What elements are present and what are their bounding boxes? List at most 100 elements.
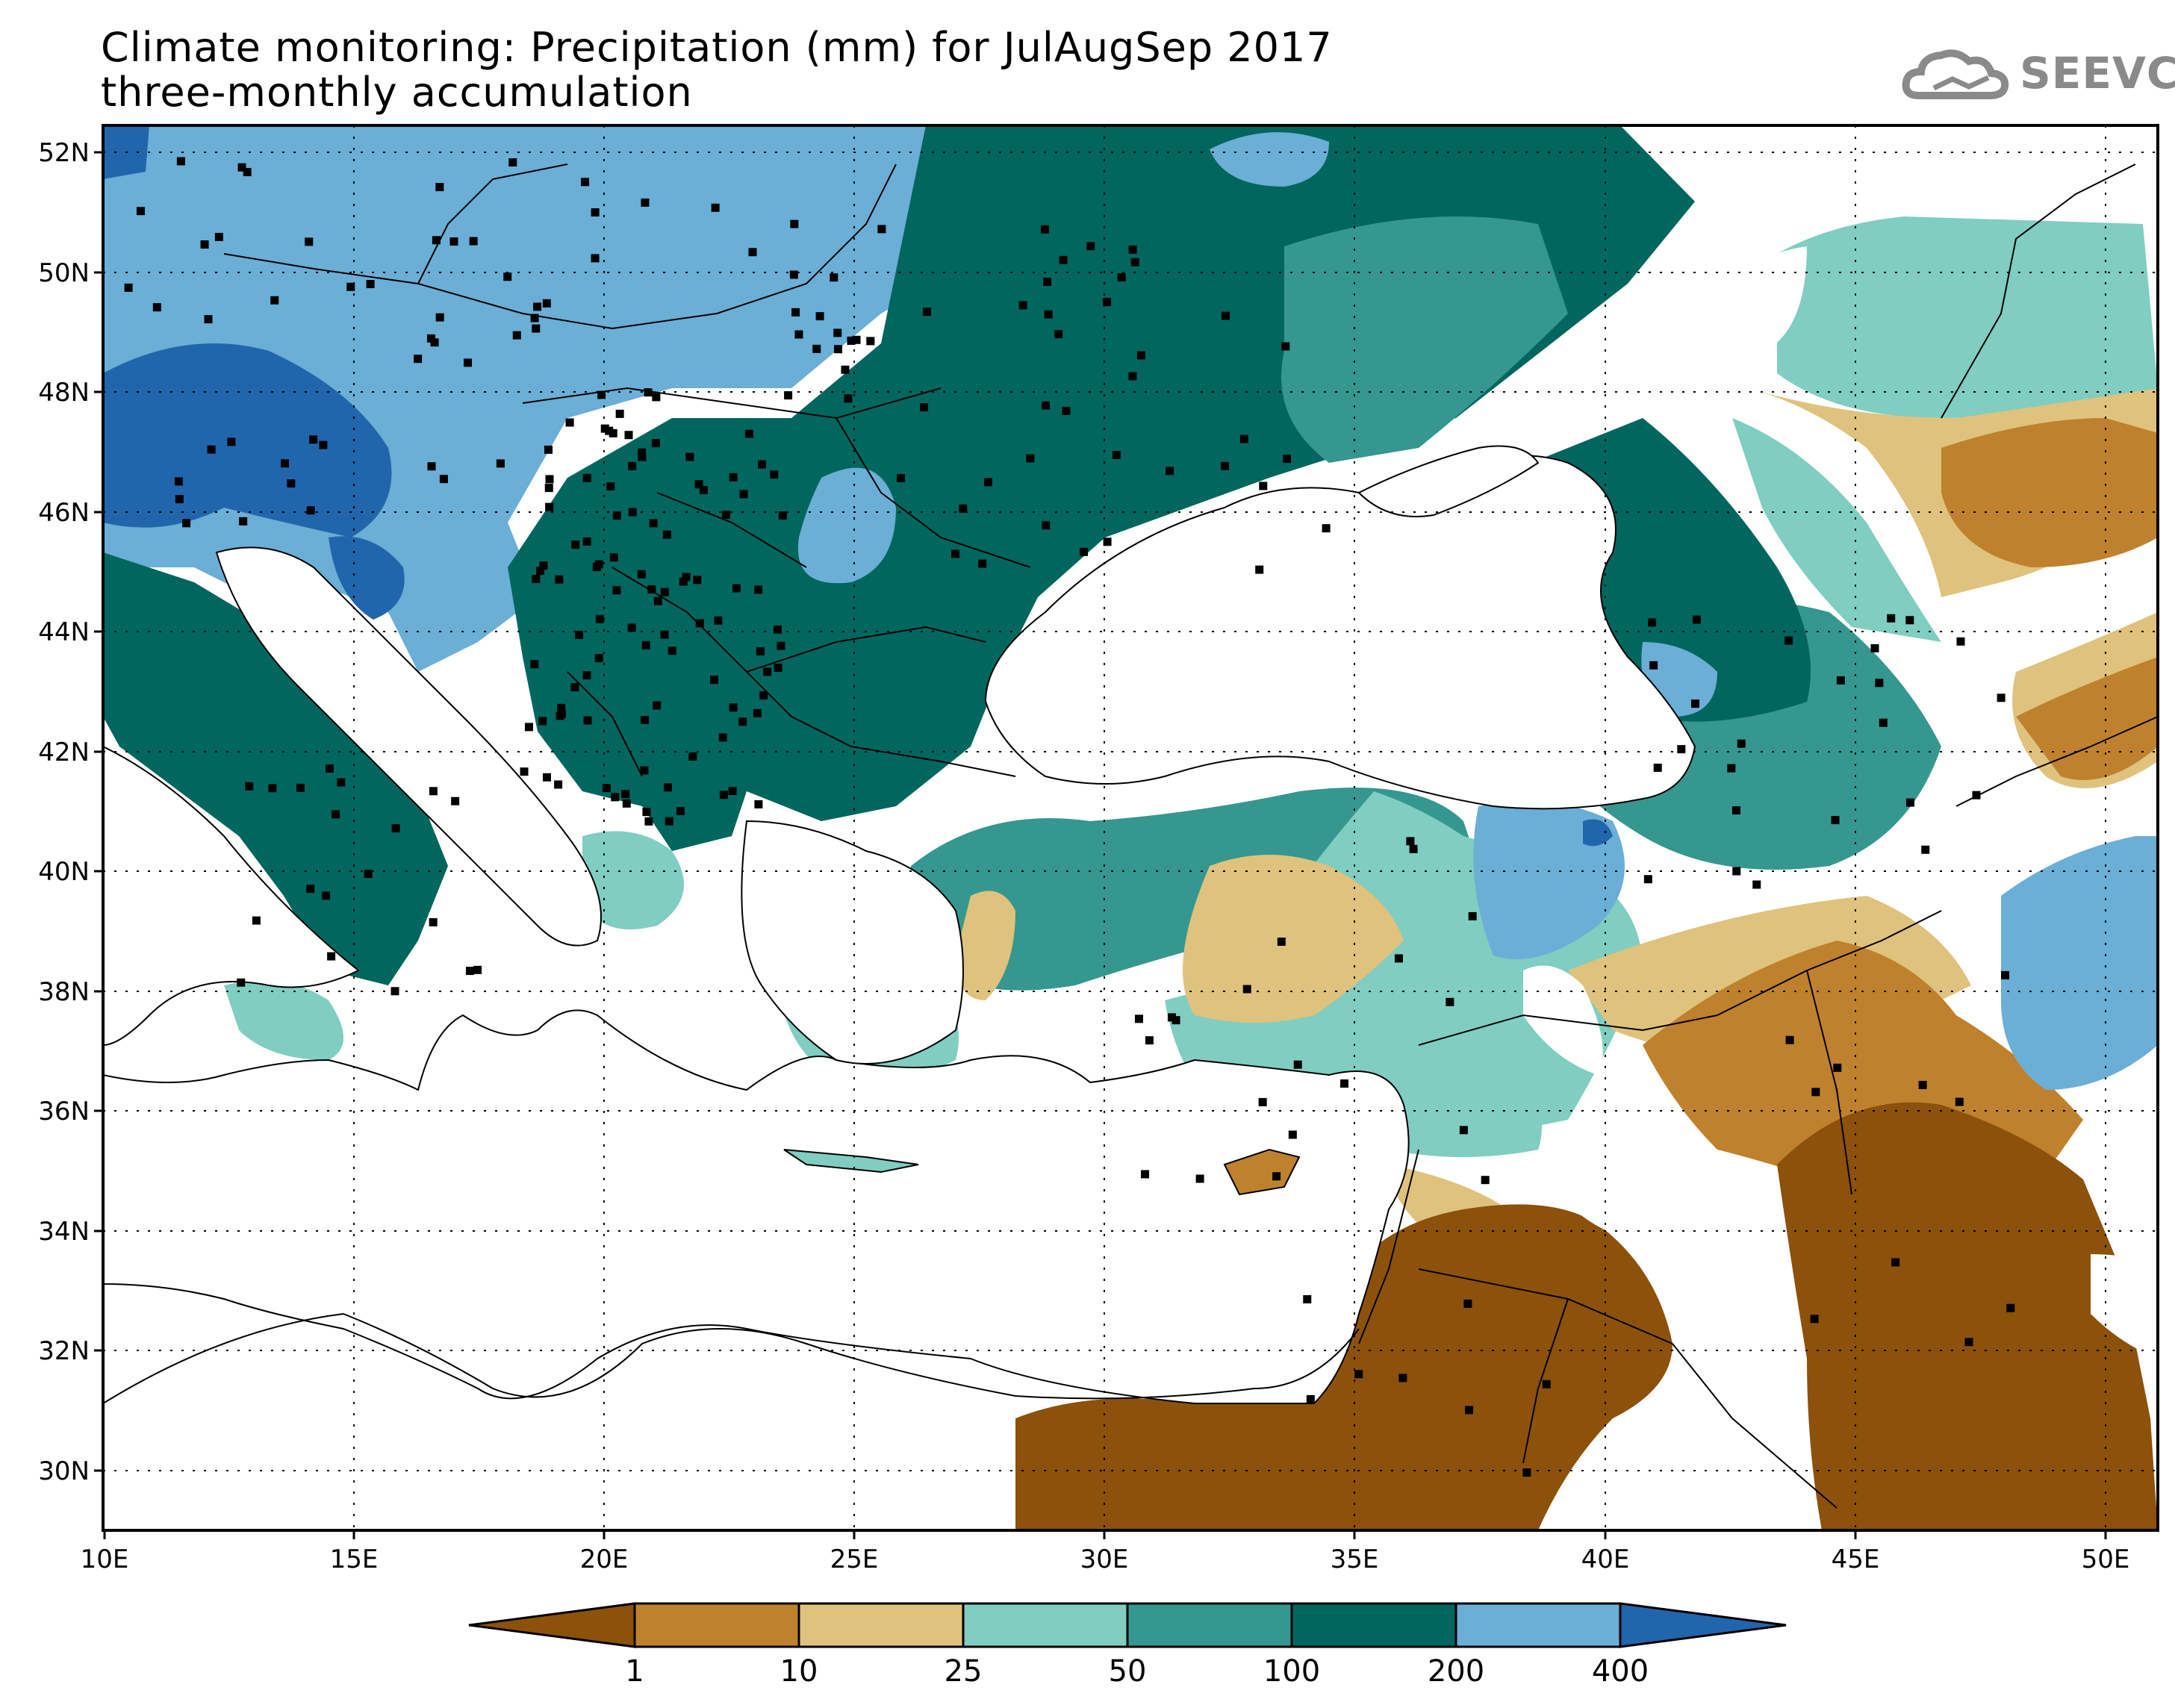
station-marker <box>239 517 248 526</box>
lon-axis: 10E 15E 20E 25E 30E 35E 40E 45E 50E <box>81 1530 2129 1574</box>
station-marker <box>270 296 279 305</box>
lat-label-32n: 32N <box>38 1336 90 1366</box>
station-marker <box>1103 298 1112 307</box>
station-marker <box>612 586 621 595</box>
cyprus-island <box>1223 1148 1301 1196</box>
station-marker <box>207 445 216 454</box>
station-marker <box>1059 255 1068 264</box>
lon-label-30e: 30E <box>1080 1545 1129 1574</box>
station-marker <box>580 178 589 187</box>
station-marker <box>595 614 604 623</box>
precip-zone-blue-east <box>1473 642 2158 1090</box>
station-markers <box>124 157 2015 1477</box>
station-marker <box>638 448 647 457</box>
station-marker <box>1446 997 1454 1006</box>
station-marker <box>306 885 315 894</box>
station-marker <box>852 335 861 344</box>
station-marker <box>978 559 987 568</box>
station-marker <box>1737 739 1746 748</box>
station-marker <box>1810 1315 1819 1324</box>
seevccc-logo: SEEVCCC <box>1900 43 2175 103</box>
station-marker <box>1649 661 1658 670</box>
station-marker <box>1258 1097 1267 1106</box>
station-marker <box>663 783 672 792</box>
station-marker <box>1080 547 1089 556</box>
mediterranean-sea <box>103 1009 1410 1405</box>
station-marker <box>512 331 521 340</box>
station-marker <box>1891 1258 1900 1267</box>
station-marker <box>693 576 702 585</box>
station-marker <box>530 314 539 322</box>
lon-label-25e: 25E <box>830 1545 879 1574</box>
lon-label-35e: 35E <box>1331 1545 1379 1574</box>
station-marker <box>451 797 460 805</box>
station-marker <box>1394 954 1403 963</box>
station-marker <box>508 158 517 167</box>
station-marker <box>611 793 620 802</box>
station-marker <box>1277 937 1286 946</box>
precip-zone-sky-pool <box>797 132 1329 584</box>
lat-label-50n: 50N <box>38 258 90 288</box>
lat-label-42n: 42N <box>38 738 90 767</box>
station-marker <box>602 784 611 793</box>
station-marker <box>1875 679 1884 688</box>
station-marker <box>1459 1126 1468 1135</box>
station-marker <box>774 663 782 672</box>
station-marker <box>841 365 850 374</box>
station-marker <box>306 506 315 515</box>
station-marker <box>1406 837 1415 846</box>
lon-label-10e: 10E <box>81 1545 129 1574</box>
station-marker <box>237 163 246 172</box>
station-marker <box>1086 242 1095 251</box>
station-marker <box>545 502 554 511</box>
station-marker <box>1043 278 1052 287</box>
station-marker <box>1283 455 1292 464</box>
station-marker <box>204 315 213 324</box>
station-marker <box>1293 1060 1302 1069</box>
station-marker <box>1732 867 1741 876</box>
station-marker <box>439 475 448 484</box>
lat-label-44n: 44N <box>38 617 90 647</box>
station-marker <box>237 978 246 987</box>
station-marker <box>653 701 662 710</box>
station-marker <box>834 345 843 354</box>
crete-island <box>783 1149 919 1174</box>
precip-zone-dark-blue <box>103 125 405 620</box>
station-marker <box>830 273 838 282</box>
station-marker <box>662 530 671 539</box>
station-marker <box>539 561 548 570</box>
station-marker <box>182 519 191 528</box>
title-line-1: Climate monitoring: Precipitation (mm) f… <box>101 24 1333 71</box>
station-marker <box>728 786 737 795</box>
station-marker <box>1643 875 1652 884</box>
station-marker <box>532 324 541 333</box>
station-marker <box>245 782 254 791</box>
station-marker <box>1171 1016 1180 1025</box>
station-marker <box>1727 764 1736 773</box>
station-marker <box>744 429 753 438</box>
station-marker <box>296 783 305 792</box>
station-marker <box>1752 880 1761 889</box>
station-marker <box>124 283 133 292</box>
station-marker <box>1128 372 1137 381</box>
colorbar-box <box>962 1602 1129 1648</box>
station-marker <box>175 495 184 504</box>
station-marker <box>719 791 728 800</box>
station-marker <box>555 575 564 584</box>
station-marker <box>582 671 591 680</box>
station-marker <box>174 477 183 486</box>
station-marker <box>287 479 296 488</box>
station-marker <box>366 280 375 289</box>
station-marker <box>1303 1294 1312 1303</box>
station-marker <box>1468 911 1477 920</box>
station-marker <box>554 780 563 789</box>
seas <box>103 445 1696 1405</box>
station-marker <box>1905 616 1914 625</box>
station-marker <box>628 508 637 517</box>
station-marker <box>1522 1468 1531 1477</box>
station-marker <box>1964 1338 1973 1347</box>
station-marker <box>644 388 653 397</box>
station-marker <box>390 987 399 996</box>
station-marker <box>364 870 373 879</box>
station-marker <box>609 428 617 437</box>
